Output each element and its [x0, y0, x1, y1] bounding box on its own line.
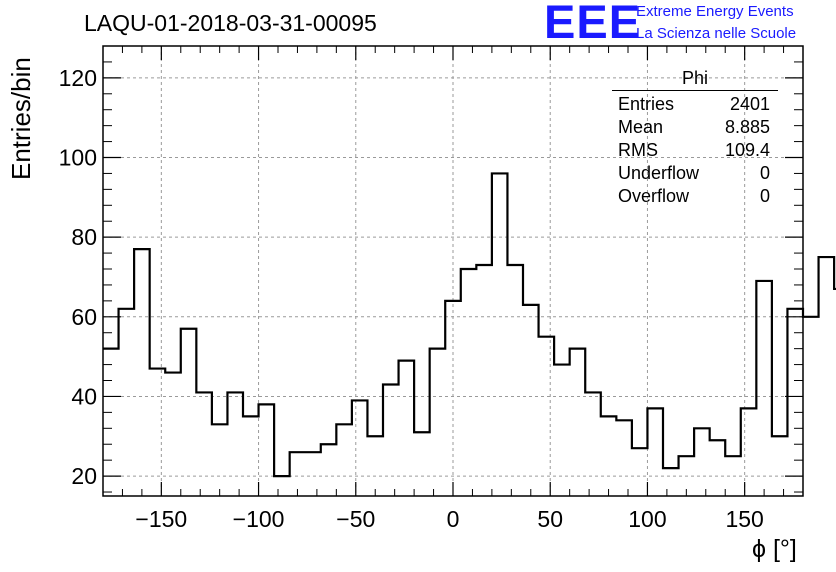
stats-box: Phi Entries 2401 Mean 8.885 RMS 109.4 Un…: [612, 68, 778, 208]
x-tick-label: 50: [537, 506, 563, 532]
histogram-bin: [150, 369, 166, 496]
stats-value: 8.885: [724, 117, 770, 137]
stats-row-overflow: Overflow 0: [612, 185, 778, 208]
histogram-bin: [367, 436, 383, 496]
y-tick-label: 40: [71, 383, 97, 409]
stats-label: Entries: [618, 94, 675, 114]
y-axis-label: Entries/bin: [6, 57, 36, 180]
histogram-bin: [352, 400, 368, 496]
y-tick-label: 20: [71, 463, 97, 489]
histogram-bin: [570, 349, 586, 496]
histogram-bin: [492, 173, 508, 496]
histogram-bin: [819, 257, 835, 496]
histogram-bin: [243, 416, 259, 496]
histogram-bin: [632, 448, 648, 496]
histogram-bin: [430, 349, 446, 496]
histogram-bin: [741, 408, 757, 496]
histogram-bin: [134, 249, 150, 496]
stats-row-rms: RMS 109.4: [612, 139, 778, 162]
histogram-bin: [694, 428, 710, 496]
eee-logo-line2: La Scienza nelle Scuole: [636, 25, 797, 42]
histogram-bin: [523, 305, 539, 496]
histogram-bin: [756, 281, 772, 496]
histogram-bin: [274, 476, 290, 496]
eee-logo: EEE: [544, 0, 642, 48]
stats-label: Mean: [618, 117, 664, 137]
histogram-bin: [165, 373, 181, 496]
histogram-bin: [616, 420, 632, 496]
y-tick-label: 120: [59, 65, 97, 91]
histogram-bin: [259, 404, 275, 496]
histogram-bin: [585, 392, 601, 496]
stats-value: 0: [759, 186, 770, 206]
x-axis-label: ϕ [°]: [752, 535, 797, 563]
stats-row-mean: Mean 8.885: [612, 116, 778, 139]
histogram-bin: [119, 309, 135, 496]
histogram-bin: [725, 456, 741, 496]
histogram-line: [103, 172, 836, 478]
x-tick-label: −150: [135, 506, 187, 532]
histogram-bin: [476, 265, 492, 496]
stats-value: 2401: [729, 94, 770, 114]
run-title: LAQU-01-2018-03-31-00095: [84, 10, 377, 36]
stats-label: RMS: [618, 140, 658, 160]
histogram-bin: [663, 468, 679, 496]
y-tick-label: 60: [71, 304, 97, 330]
histogram-bin: [601, 416, 617, 496]
histogram-bin: [399, 361, 415, 496]
histogram-bin: [227, 392, 243, 496]
histogram-bin: [647, 408, 663, 496]
stats-row-entries: Entries 2401: [612, 93, 778, 116]
histogram-bin: [181, 329, 197, 496]
histogram-bin: [554, 365, 570, 496]
x-tick-label: 150: [725, 506, 763, 532]
histogram-bin: [507, 265, 523, 496]
stats-title: Phi: [612, 68, 778, 91]
y-tick-label: 80: [71, 224, 97, 250]
stats-value: 0: [759, 163, 770, 183]
histogram-bin: [103, 349, 119, 496]
histogram-bin: [461, 269, 477, 496]
histogram-bin: [321, 444, 337, 496]
stats-label: Underflow: [618, 163, 700, 183]
eee-logo-line1: Extreme Energy Events: [636, 3, 794, 20]
stats-label: Overflow: [618, 186, 690, 206]
histogram-bin: [772, 436, 788, 496]
histogram-bin: [803, 317, 819, 496]
histogram-bin: [710, 440, 726, 496]
stats-value: 109.4: [724, 140, 770, 160]
x-tick-label: 100: [628, 506, 666, 532]
histogram-bin: [787, 309, 803, 496]
y-tick-label: 100: [59, 145, 97, 171]
histogram-bin: [196, 392, 212, 496]
histogram-bin: [445, 301, 461, 496]
stats-row-underflow: Underflow 0: [612, 162, 778, 185]
histogram-bin: [383, 384, 399, 496]
histogram-bin: [212, 424, 228, 496]
histogram-bin: [336, 424, 352, 496]
histogram-bin: [414, 432, 430, 496]
histogram-bin: [539, 337, 555, 496]
histogram-bin: [305, 452, 321, 496]
x-tick-label: −100: [233, 506, 285, 532]
x-tick-label: 0: [447, 506, 460, 532]
x-tick-label: −50: [336, 506, 375, 532]
